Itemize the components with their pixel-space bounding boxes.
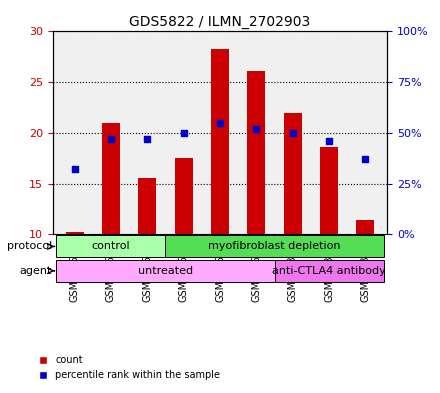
Text: agent: agent — [20, 266, 52, 276]
Bar — [175, 158, 193, 234]
Point — [144, 136, 151, 142]
Bar — [275, 260, 384, 282]
Text: control: control — [92, 241, 130, 252]
Bar — [66, 232, 84, 234]
Point — [253, 126, 260, 132]
Bar — [102, 123, 120, 234]
Legend: count, percentile rank within the sample: count, percentile rank within the sample — [36, 352, 224, 384]
Bar — [56, 235, 165, 257]
Text: anti-CTLA4 antibody: anti-CTLA4 antibody — [272, 266, 386, 276]
Text: myofibroblast depletion: myofibroblast depletion — [208, 241, 341, 252]
Point — [71, 166, 78, 173]
Bar — [320, 147, 338, 234]
Bar — [165, 235, 384, 257]
Bar — [284, 112, 302, 234]
Bar — [56, 260, 275, 282]
Point — [216, 119, 224, 126]
Title: GDS5822 / ILMN_2702903: GDS5822 / ILMN_2702903 — [129, 15, 311, 29]
Text: protocol: protocol — [7, 241, 52, 252]
Point — [180, 130, 187, 136]
Bar — [138, 178, 156, 234]
Point — [289, 130, 296, 136]
Point — [326, 138, 333, 144]
Bar — [247, 71, 265, 234]
Bar — [211, 49, 229, 234]
Point — [362, 156, 369, 162]
Text: untreated: untreated — [138, 266, 193, 276]
Point — [107, 136, 114, 142]
Bar — [356, 220, 374, 234]
